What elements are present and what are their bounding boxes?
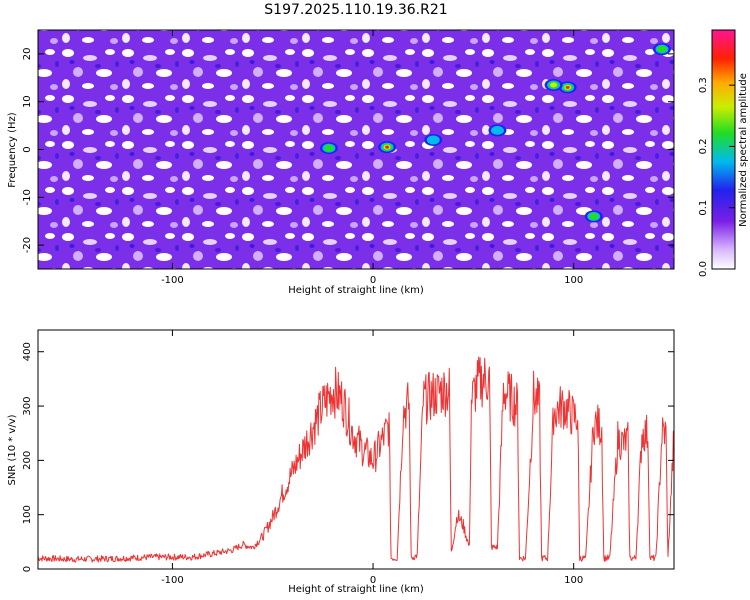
colorbar-tick-label: 0.0 — [698, 261, 709, 277]
spectrogram-hotspot — [584, 210, 603, 223]
snr-y-ticks: 0 100 200 300 400 — [22, 342, 674, 572]
snr-x-ticks: -100 0 100 — [161, 330, 583, 586]
colorbar-label: Normalized spectral amplitude — [738, 73, 749, 227]
snr-panel: -100 0 100 0 100 200 300 400 Height of straigh… — [7, 329, 675, 595]
snr-series-line — [38, 356, 674, 563]
snr-x-label: Height of straight line (km) — [288, 584, 424, 595]
colorbar-tick-label: 0.1 — [698, 200, 709, 216]
spectrogram-x-tick-label: -100 — [161, 275, 184, 286]
snr-x-tick-label: 100 — [564, 575, 583, 586]
spectrogram-background — [38, 30, 674, 269]
snr-y-tick-label: 0 — [22, 566, 33, 572]
snr-y-tick-label: 200 — [22, 451, 33, 470]
spectrogram-y-tick-label: 20 — [22, 48, 33, 61]
spectrogram-hotspot — [424, 133, 443, 146]
spectrogram-x-tick-label: 0 — [370, 275, 376, 286]
spectrogram-y-tick-label: 10 — [22, 95, 33, 108]
spectrogram-hotspot — [544, 78, 563, 91]
snr-x-tick-label: 0 — [370, 575, 376, 586]
spectrogram-x-ticks: -100 0 100 — [161, 30, 583, 286]
spectrogram-y-tick-label: -10 — [22, 189, 33, 205]
spectrogram-y-label: Frequency (Hz) — [7, 112, 18, 188]
colorbar: 0.0 0.1 0.2 0.3 Normalized spectral amplitu… — [698, 29, 749, 277]
colorbar-tick-label: 0.3 — [698, 77, 709, 93]
spectrogram-hotspot — [488, 124, 507, 137]
colorbar-gradient — [711, 29, 736, 270]
spectrogram-hotspot — [558, 81, 577, 94]
snr-y-tick-label: 100 — [22, 505, 33, 524]
snr-y-tick-label: 300 — [22, 396, 33, 415]
spectrogram-y-tick-label: -20 — [22, 237, 33, 253]
spectrogram-x-label: Height of straight line (km) — [288, 285, 424, 296]
spectrogram-x-tick-label: 100 — [564, 275, 583, 286]
spectrogram-hotspot — [319, 142, 338, 155]
spectrogram-y-ticks: -20 -10 0 10 20 — [22, 48, 674, 253]
snr-x-tick-label: -100 — [161, 575, 184, 586]
spectrogram-hotspot — [652, 43, 671, 56]
snr-frame — [37, 329, 675, 570]
spectrogram-hotspots — [319, 43, 671, 223]
colorbar-tick-label: 0.2 — [698, 138, 709, 154]
colorbar-ticks: 0.0 0.1 0.2 0.3 — [698, 77, 735, 277]
snr-y-label: SNR (10 * v/v) — [7, 414, 18, 485]
spectrogram-y-tick-label: 0 — [22, 146, 33, 152]
chart-title: S197.2025.110.19.36.R21 — [264, 2, 447, 18]
spectrogram-hotspot — [378, 141, 397, 154]
snr-y-tick-label: 400 — [22, 342, 33, 361]
